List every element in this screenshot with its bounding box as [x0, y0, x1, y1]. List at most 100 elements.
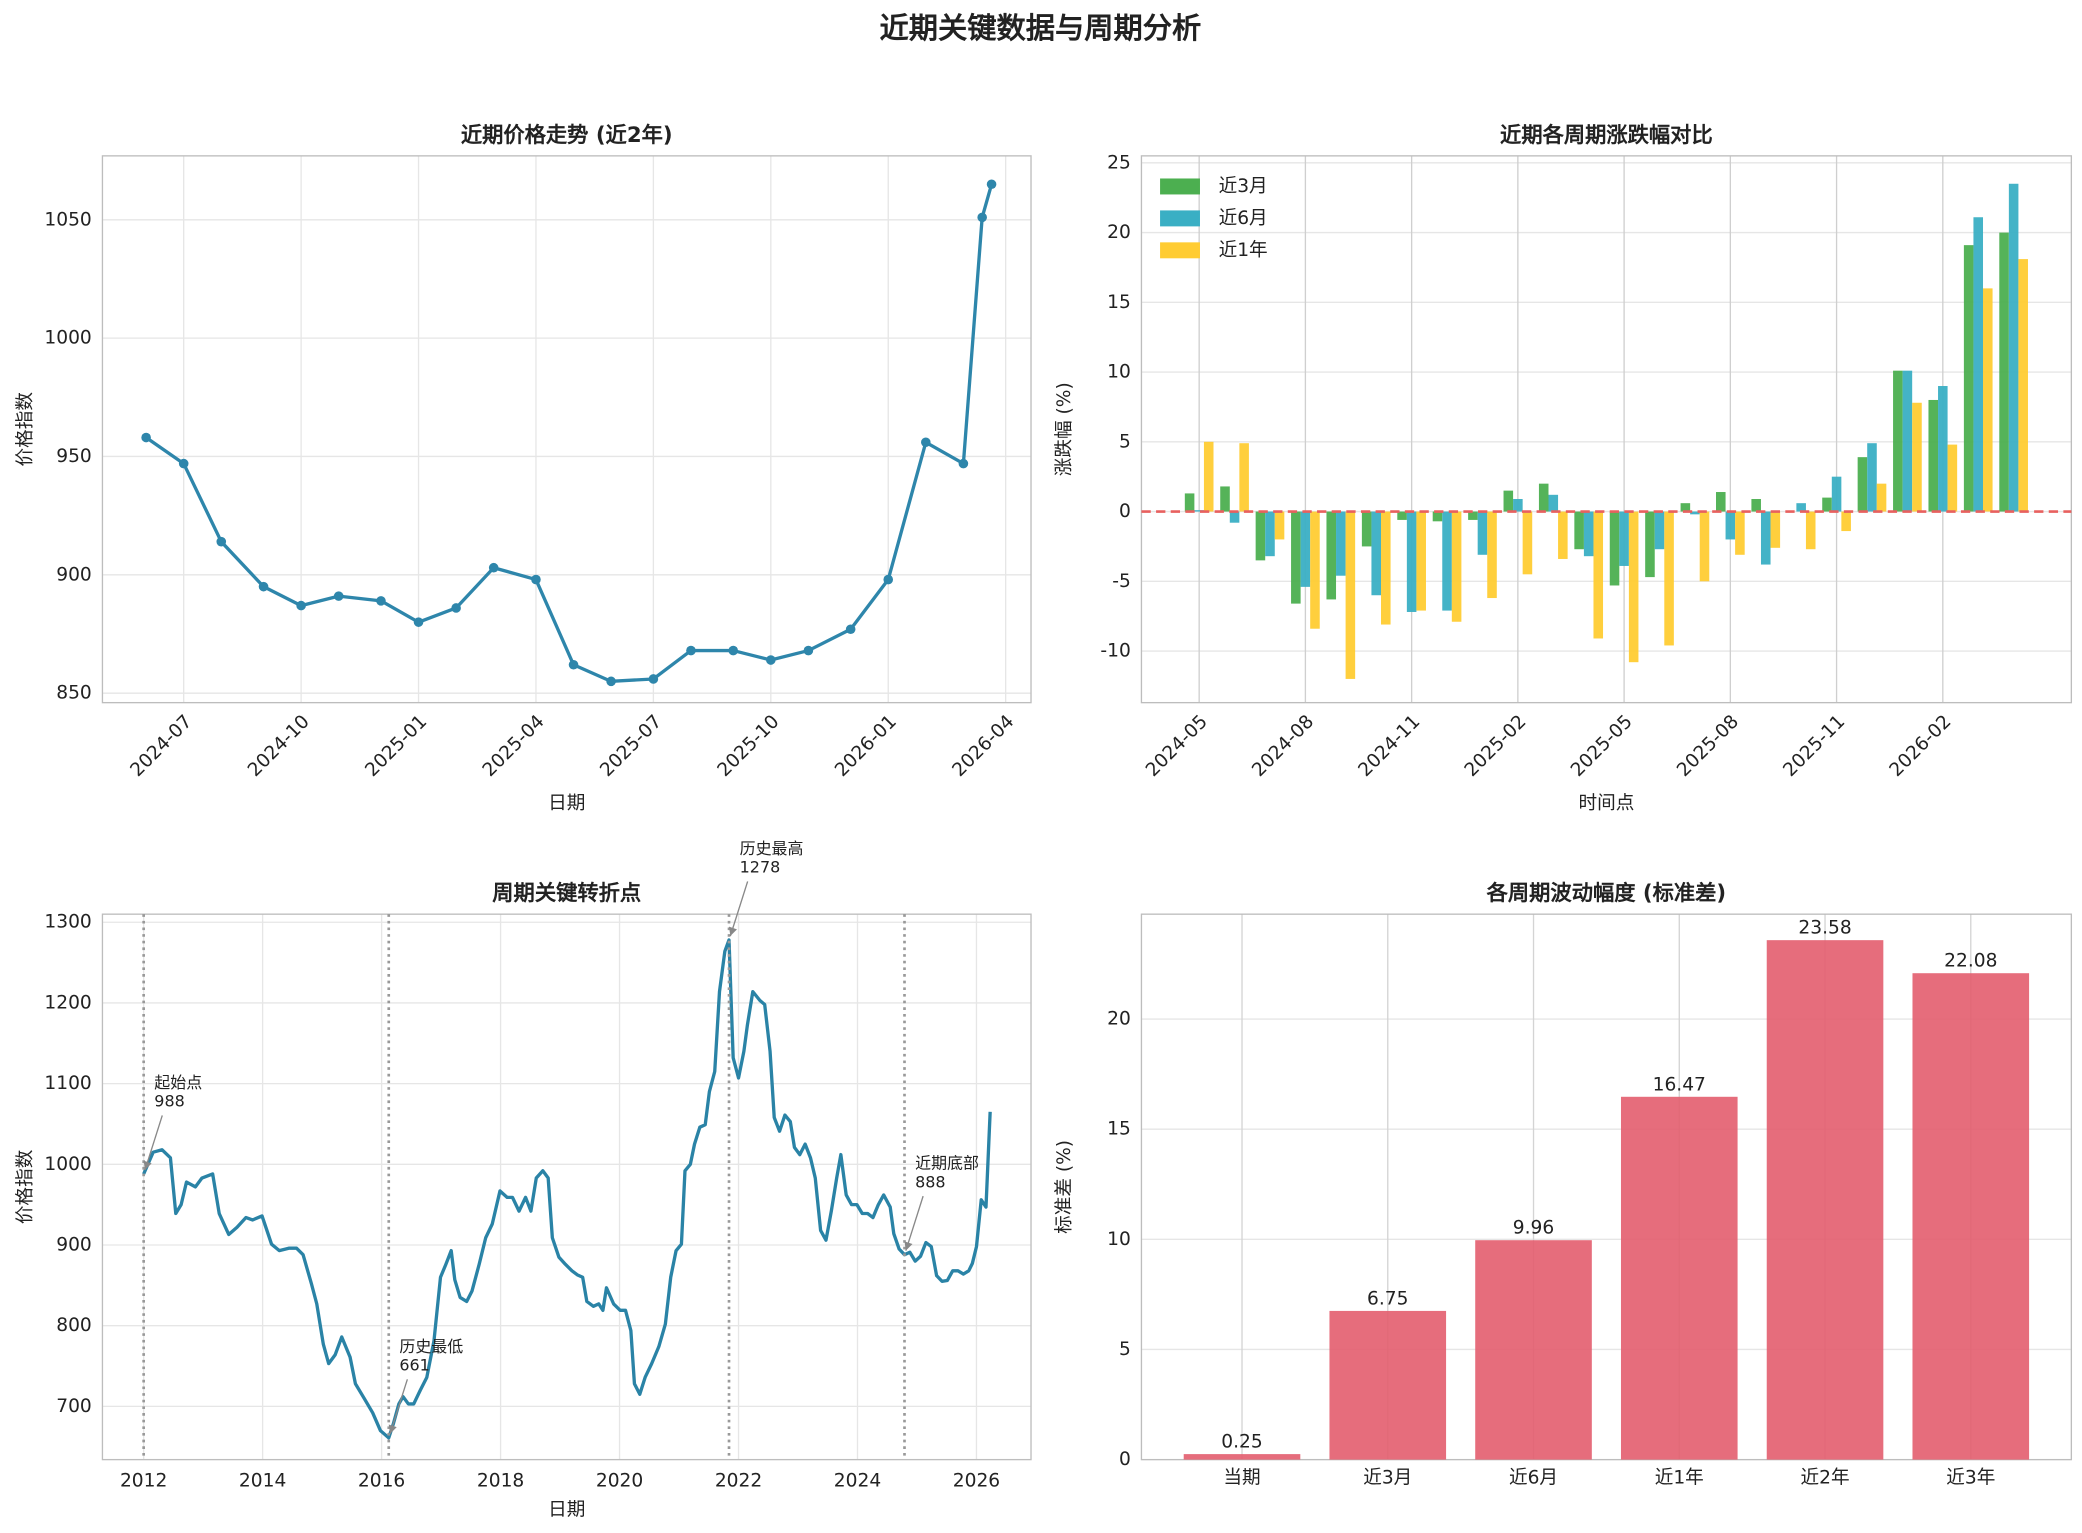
bar: [1822, 497, 1832, 512]
data-label: 16.47: [1653, 1074, 1706, 1095]
bar: [1654, 511, 1665, 550]
bar: [1628, 511, 1639, 663]
y-axis-label: 涨跌幅 (%): [1054, 382, 1075, 476]
bar: [1715, 492, 1726, 512]
axes-frame: [1140, 155, 2073, 704]
bar: [1475, 1240, 1592, 1460]
annotation-arrowhead: [388, 1424, 397, 1434]
y-tick-label: 900: [56, 1234, 92, 1255]
point: [413, 617, 424, 627]
y-tick-label: 10: [1107, 1229, 1131, 1250]
y-tick-label: 15: [1107, 1119, 1131, 1140]
legend-label: 近1年: [1219, 240, 1268, 261]
annotation-value: 661: [399, 1355, 429, 1374]
axes-frame: [101, 155, 1032, 704]
data-label: 0.25: [1221, 1432, 1262, 1453]
bar: [1468, 511, 1478, 520]
point: [216, 536, 227, 547]
x-tick-label: 近1年: [1655, 1468, 1704, 1489]
bar: [1963, 245, 1974, 512]
bar: [1574, 511, 1584, 550]
bar: [1336, 511, 1346, 576]
bar: [1857, 457, 1868, 512]
figure-title: 近期关键数据与周期分析: [879, 11, 1201, 45]
bar: [1274, 511, 1285, 540]
y-tick-label: 700: [56, 1396, 92, 1417]
x-tick-label: 近3月: [1363, 1468, 1412, 1489]
x-tick-label: 2022: [715, 1470, 762, 1491]
x-tick-label: 2014: [239, 1470, 286, 1491]
y-tick-label: -5: [1112, 571, 1131, 592]
y-axis-label: 价格指数: [15, 1149, 36, 1224]
bar: [1220, 486, 1230, 512]
bar: [1893, 370, 1903, 512]
x-tick-label: 近3年: [1946, 1468, 1995, 1489]
bar: [1751, 498, 1761, 512]
point: [568, 659, 579, 670]
x-tick-label: 近6月: [1509, 1468, 1558, 1489]
annotation-arrowhead: [729, 926, 737, 936]
bar: [1796, 503, 1806, 512]
data-label: 23.58: [1798, 918, 1851, 939]
bar: [1583, 511, 1594, 557]
bar: [1680, 503, 1691, 512]
subplot-title: 近期价格走势 (近2年): [461, 122, 673, 148]
bar: [1699, 511, 1710, 582]
bar: [1291, 511, 1301, 604]
y-tick-label: 800: [56, 1315, 92, 1336]
bar: [1432, 511, 1443, 522]
bar: [1487, 511, 1497, 599]
bar: [1735, 511, 1745, 555]
legend-label: 近3月: [1219, 176, 1268, 197]
subplot-title: 各周期波动幅度 (标准差): [1486, 880, 1727, 906]
bar: [1867, 443, 1877, 512]
bar: [1841, 511, 1851, 532]
point: [531, 574, 541, 585]
annotation-label: 起始点: [154, 1073, 202, 1092]
point: [178, 458, 189, 469]
bar: [1416, 511, 1426, 611]
y-tick-label: 1000: [44, 328, 91, 349]
y-tick-label: 10: [1107, 362, 1131, 383]
annotation-label: 历史最低: [399, 1337, 463, 1356]
point: [141, 432, 151, 443]
data-label: 9.96: [1513, 1218, 1554, 1239]
y-axis-label: 标准差 (%): [1054, 1140, 1075, 1234]
bar: [1664, 511, 1674, 646]
bar: [1194, 510, 1204, 512]
point: [958, 458, 969, 469]
bar: [1451, 511, 1462, 622]
y-tick-label: 1300: [44, 912, 91, 933]
axes-frame: [1140, 913, 2073, 1461]
point: [376, 596, 386, 606]
bar: [1725, 511, 1736, 540]
annotation-arrow: [389, 1379, 409, 1435]
y-tick-label: 20: [1107, 1009, 1131, 1030]
annotation-arrow: [144, 1115, 163, 1171]
x-axis-label: 日期: [548, 793, 585, 814]
legend-swatch: [1160, 242, 1200, 259]
bar: [1345, 511, 1356, 679]
bar: [1265, 511, 1275, 557]
x-tick-label: 2020: [596, 1470, 643, 1491]
bar: [1805, 511, 1816, 550]
subplot: 700 800 900 1000 1100 1200 1300 2012 2014 2016 201…: [15, 839, 1032, 1521]
bar: [1229, 511, 1240, 523]
legend-label: 近6月: [1219, 208, 1268, 229]
bar: [1239, 443, 1249, 512]
bar: [1690, 511, 1700, 515]
bar: [1609, 511, 1620, 586]
bar: [1831, 476, 1842, 512]
y-tick-label: 20: [1107, 222, 1131, 243]
point: [488, 562, 499, 573]
y-tick-label: 5: [1119, 1339, 1131, 1360]
bar: [1766, 940, 1884, 1460]
x-tick-label: 2016: [358, 1470, 405, 1491]
price-line: [145, 183, 994, 684]
point: [606, 676, 616, 687]
bar: [1620, 1096, 1738, 1460]
bar: [1397, 511, 1407, 520]
point: [258, 581, 269, 592]
bar: [1912, 973, 2030, 1460]
